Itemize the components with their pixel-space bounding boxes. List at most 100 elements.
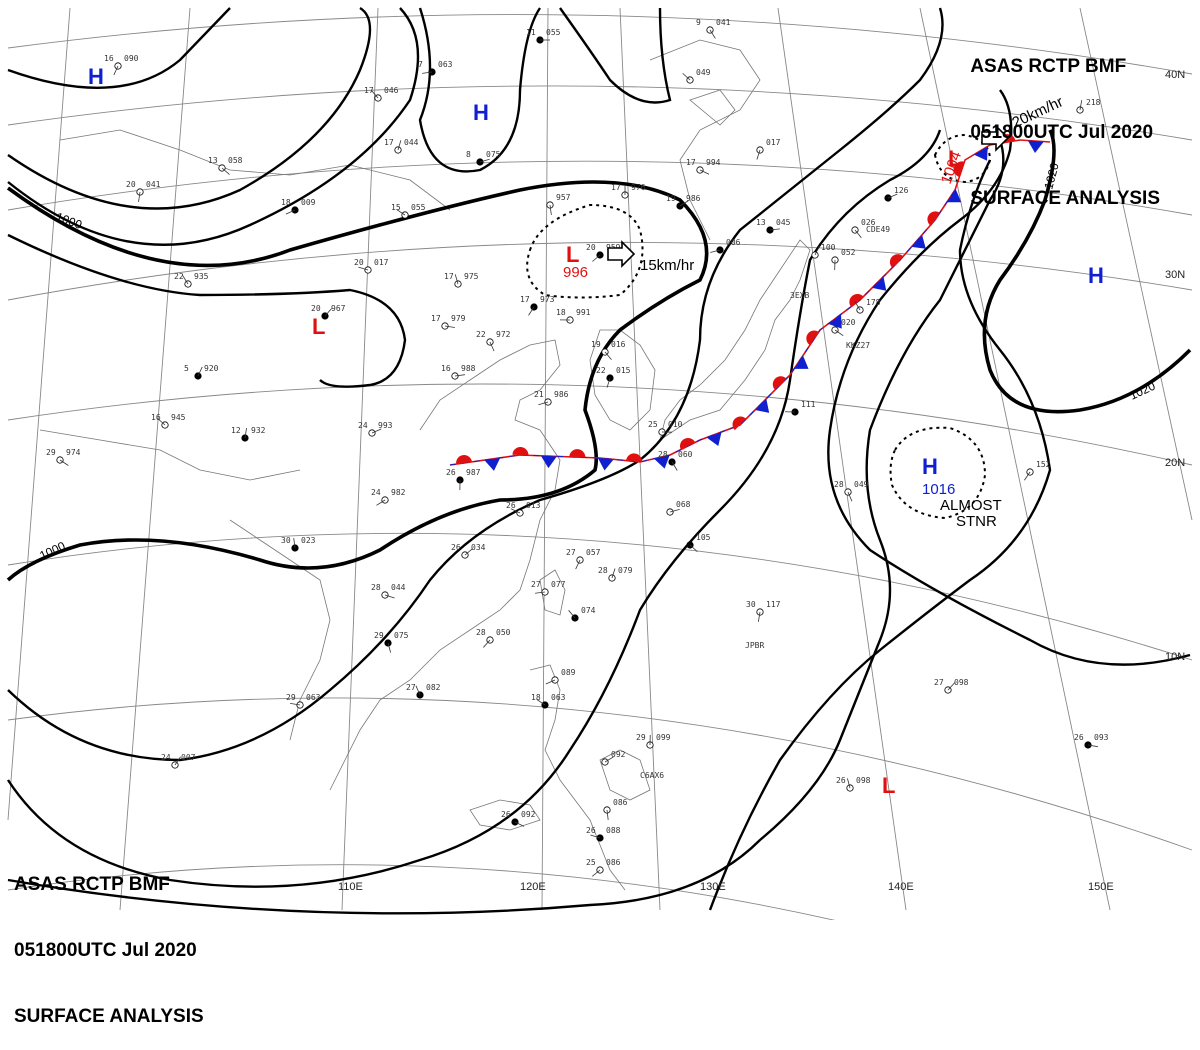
station-temperature: 26 bbox=[836, 776, 846, 785]
ship-id: JPBR bbox=[745, 641, 764, 650]
station-pressure: 020 bbox=[841, 318, 856, 327]
station-pressure: 974 bbox=[66, 448, 81, 457]
station-pressure: 063 bbox=[306, 693, 321, 702]
station-pressure: 993 bbox=[378, 421, 393, 430]
station-plot: 17 046 bbox=[364, 86, 399, 101]
station-pressure: 126 bbox=[894, 186, 909, 195]
station-temperature: 17 bbox=[384, 138, 394, 147]
station-pressure: 979 bbox=[451, 314, 466, 323]
station-pressure: 079 bbox=[618, 566, 633, 575]
station-temperature: 20 bbox=[586, 243, 596, 252]
station-temperature: 27 bbox=[406, 683, 416, 692]
latitude-label: 30N bbox=[1165, 269, 1185, 281]
station-pressure: 077 bbox=[551, 580, 566, 589]
footer-line: ASAS RCTP BMF bbox=[14, 874, 204, 896]
station-pressure: 013 bbox=[526, 501, 541, 510]
station-pressure: 988 bbox=[461, 364, 476, 373]
footer-title: SURFACE ANALYSIS bbox=[14, 1006, 204, 1028]
station-temperature: 19 bbox=[591, 340, 601, 349]
station-pressure: 006 bbox=[726, 238, 741, 247]
station-temperature: 21 bbox=[534, 390, 544, 399]
station-plot: 17 979 bbox=[431, 314, 466, 329]
station-pressure: 105 bbox=[696, 533, 711, 542]
station-plot: 074 bbox=[569, 606, 596, 621]
station-temperature: 28 bbox=[476, 628, 486, 637]
station-pressure: 976 bbox=[631, 183, 646, 192]
station-temperature: 24 bbox=[161, 753, 171, 762]
station-pressure: 041 bbox=[716, 18, 731, 27]
station-temperature: 29 bbox=[46, 448, 56, 457]
station-pressure: 057 bbox=[586, 548, 601, 557]
station-plot: 22 935 bbox=[174, 272, 209, 287]
station-pressure: 041 bbox=[146, 180, 161, 189]
station-pressure: 935 bbox=[194, 272, 209, 281]
ship-id: KKZ27 bbox=[846, 341, 870, 350]
station-temperature: 28 bbox=[834, 480, 844, 489]
station-pressure: 986 bbox=[554, 390, 569, 399]
station-pressure: 093 bbox=[1094, 733, 1109, 742]
station-pressure: 100 bbox=[821, 243, 836, 252]
station-pressure: 092 bbox=[611, 750, 626, 759]
longitude-label: 130E bbox=[700, 881, 726, 893]
station-plot: 957 bbox=[547, 193, 571, 215]
station-pressure: 117 bbox=[766, 600, 781, 609]
station-pressure: 982 bbox=[391, 488, 406, 497]
station-pressure: 957 bbox=[556, 193, 571, 202]
station-temperature: 27 bbox=[566, 548, 576, 557]
station-pressure: 063 bbox=[551, 693, 566, 702]
station-pressure: 074 bbox=[581, 606, 596, 615]
station-pressure: 111 bbox=[801, 400, 816, 409]
station-pressure: 063 bbox=[438, 60, 453, 69]
cold-front-triangle-icon bbox=[707, 432, 726, 449]
station-temperature: 22 bbox=[596, 366, 606, 375]
isobar-label: 1000 bbox=[37, 539, 67, 563]
station-pressure: 932 bbox=[251, 426, 266, 435]
station-temperature: 17 bbox=[364, 86, 374, 95]
station-pressure: 017 bbox=[766, 138, 781, 147]
station-temperature: 28 bbox=[658, 450, 668, 459]
coastlines bbox=[40, 40, 810, 890]
station-temperature: 7 bbox=[418, 60, 423, 69]
station-temperature: 13 bbox=[756, 218, 766, 227]
station-plot: 27 057 bbox=[566, 548, 601, 569]
station-temperature: 17 bbox=[611, 183, 621, 192]
station-pressure: 009 bbox=[301, 198, 316, 207]
station-temperature: 28 bbox=[371, 583, 381, 592]
station-temperature: 5 bbox=[184, 364, 189, 373]
header-line: 051800UTC Jul 2020 bbox=[970, 122, 1160, 144]
station-temperature: 29 bbox=[636, 733, 646, 742]
cold-front-triangle-icon bbox=[912, 235, 932, 255]
station-temperature: 22 bbox=[174, 272, 184, 281]
station-pressure: 007 bbox=[181, 753, 196, 762]
latitude-label: 40N bbox=[1165, 69, 1185, 81]
station-plot: 17 044 bbox=[384, 138, 419, 153]
station-pressure: 016 bbox=[611, 340, 626, 349]
station-temperature: 17 bbox=[431, 314, 441, 323]
station-pressure: 098 bbox=[954, 678, 969, 687]
station-pressure: 046 bbox=[384, 86, 399, 95]
station-temperature: 17 bbox=[686, 158, 696, 167]
station-plot: 068 bbox=[667, 500, 691, 515]
ship-id: C6AX6 bbox=[640, 771, 664, 780]
station-pressure: 945 bbox=[171, 413, 186, 422]
station-pressure: 075 bbox=[394, 631, 409, 640]
station-temperature: 16 bbox=[104, 54, 114, 63]
station-pressure: 089 bbox=[561, 668, 576, 677]
station-plot: 7 063 bbox=[418, 60, 453, 75]
station-temperature: 17 bbox=[444, 272, 454, 281]
station-pressure: 044 bbox=[404, 138, 419, 147]
